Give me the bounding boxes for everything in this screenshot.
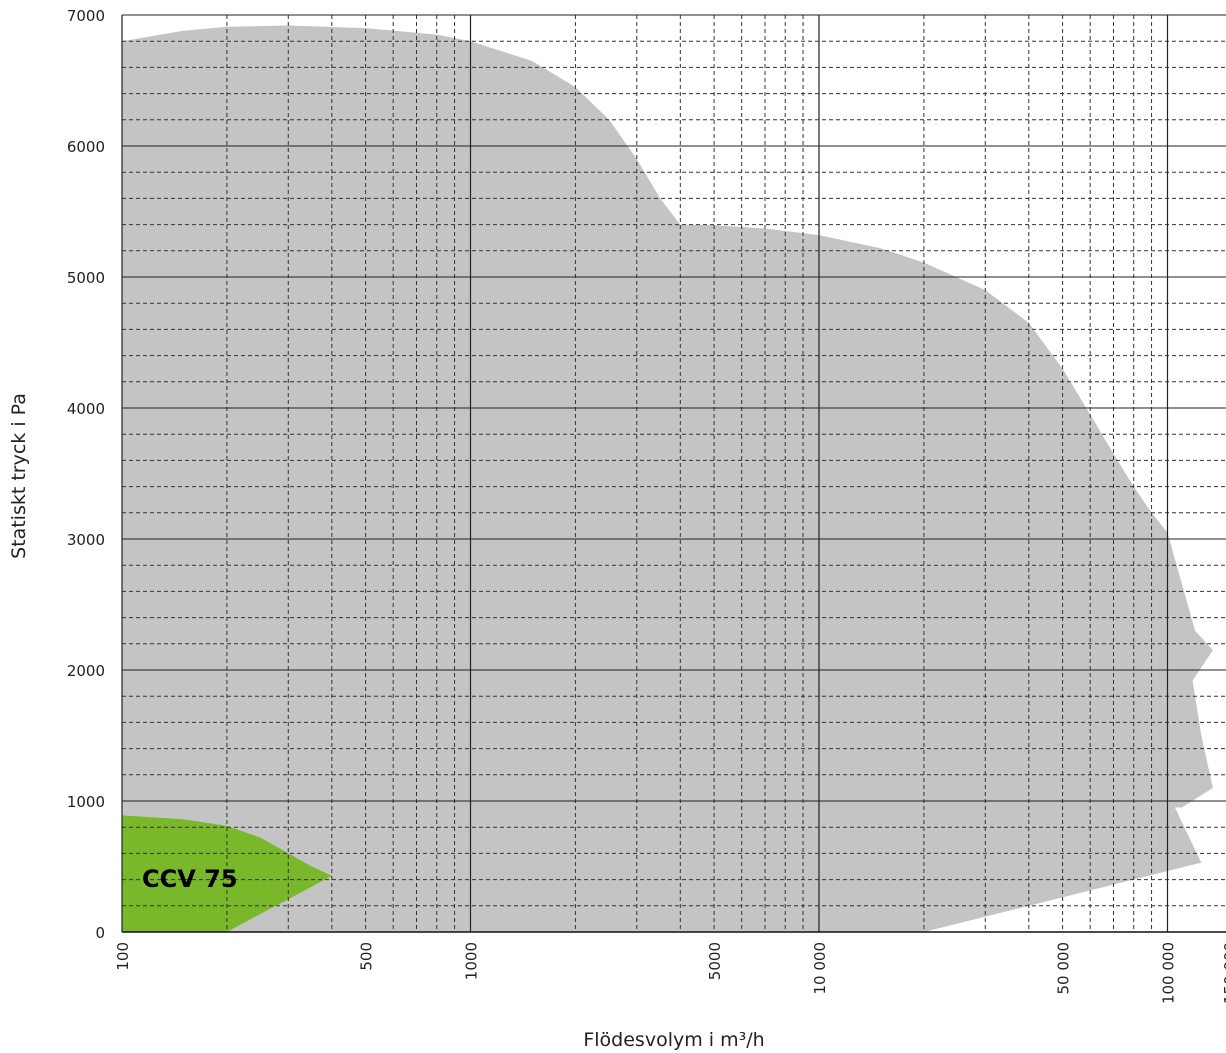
y-tick-label: 1000 <box>67 793 105 811</box>
x-tick-label: 50 000 <box>1055 942 1073 995</box>
tick-labels: 0 1000 2000 3000 4000 5000 6000 7000 100 500 1000 5… <box>67 7 1226 1004</box>
grid <box>121 14 1226 933</box>
x-tick-label: 500 <box>358 942 376 971</box>
y-tick-label: 6000 <box>67 138 105 156</box>
y-tick-label: 7000 <box>67 7 105 25</box>
y-tick-label: 2000 <box>67 662 105 680</box>
x-tick-label: 100 <box>114 942 132 971</box>
x-tick-label: 10 000 <box>811 942 829 995</box>
y-tick-label: 0 <box>95 924 105 942</box>
y-axis-label: Statiskt tryck i Pa <box>8 393 30 559</box>
area-series-group <box>122 25 1213 932</box>
area-series-0 <box>122 25 1213 932</box>
y-tick-label: 4000 <box>67 400 105 418</box>
x-axis-label: Flödesvolym i m³/h <box>583 1029 764 1051</box>
y-tick-label: 5000 <box>67 269 105 287</box>
area-series-1 <box>122 815 332 932</box>
x-tick-label: 5000 <box>706 942 724 980</box>
x-tick-label: 150 000 <box>1221 942 1226 1004</box>
y-tick-label: 3000 <box>67 531 105 549</box>
x-tick-label: 100 000 <box>1160 942 1178 1004</box>
series-label-ccv75: CCV 75 <box>142 865 238 893</box>
x-tick-label: 1000 <box>463 942 481 980</box>
